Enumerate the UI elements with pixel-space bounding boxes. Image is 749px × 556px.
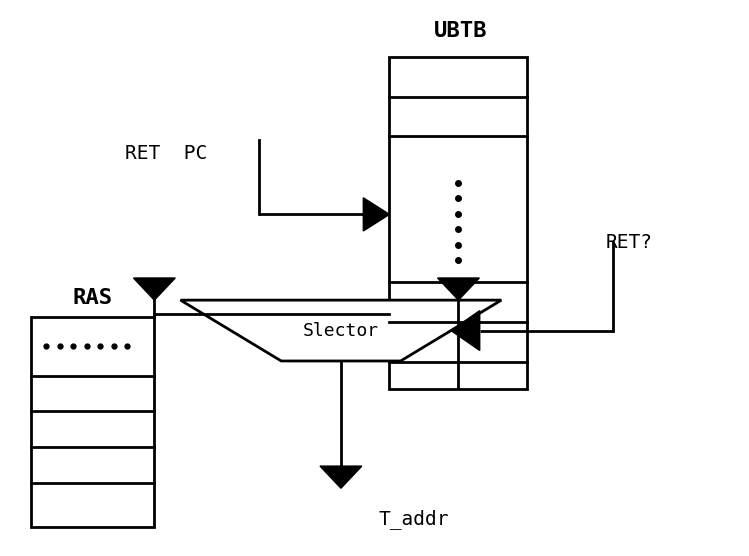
Polygon shape (133, 278, 175, 300)
Polygon shape (363, 198, 389, 231)
Text: RAS: RAS (73, 289, 112, 309)
Bar (31, 317, 154, 527)
Text: UBTB: UBTB (434, 21, 487, 41)
Polygon shape (437, 278, 479, 300)
Polygon shape (451, 311, 479, 350)
Text: Slector: Slector (303, 321, 379, 340)
Text: RET  PC: RET PC (124, 144, 207, 163)
Text: T_addr: T_addr (378, 509, 449, 529)
Text: RET?: RET? (606, 232, 653, 251)
Polygon shape (320, 466, 362, 488)
Bar (389, 57, 527, 389)
Polygon shape (181, 300, 501, 361)
